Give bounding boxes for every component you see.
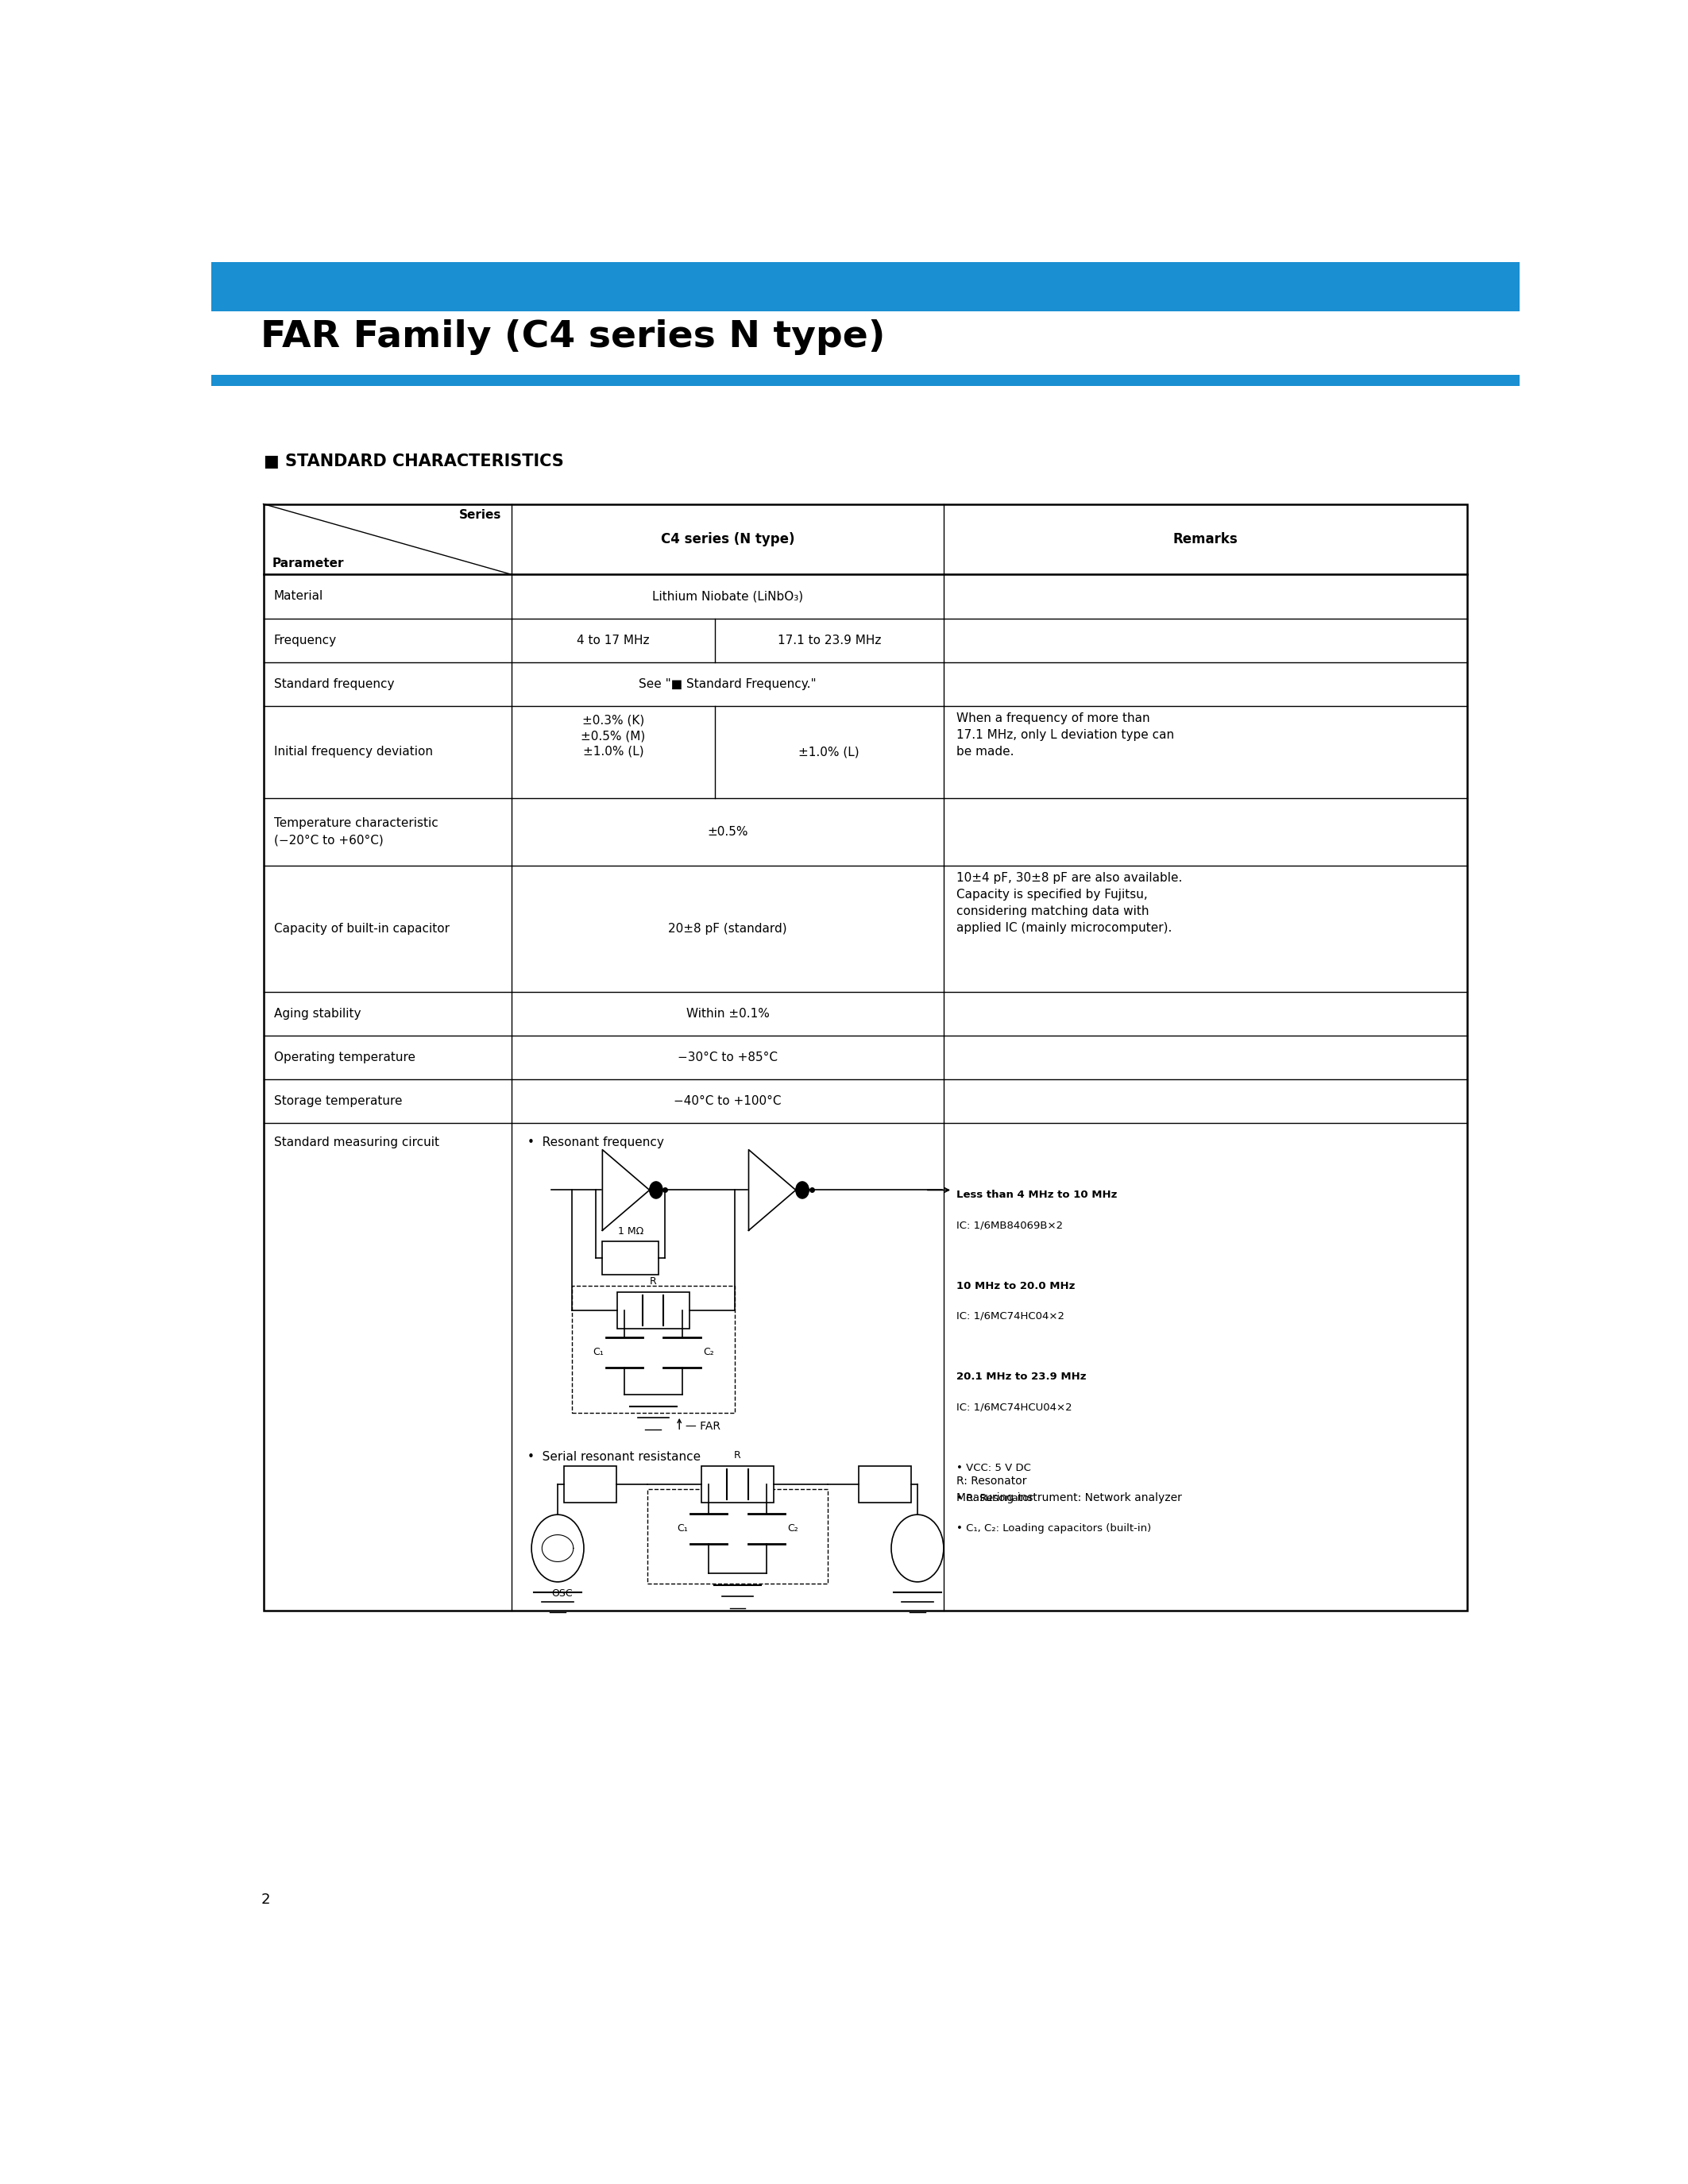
Bar: [702, 1465, 773, 1503]
Text: Initial frequency deviation: Initial frequency deviation: [273, 747, 432, 758]
Circle shape: [891, 1516, 944, 1581]
Text: C₁: C₁: [677, 1524, 687, 1533]
Text: 10±4 pF, 30±8 pF are also available.
Capacity is specified by Fujitsu,
consideri: 10±4 pF, 30±8 pF are also available. Cap…: [957, 871, 1183, 935]
Bar: [618, 1293, 689, 1328]
Text: Within ±0.1%: Within ±0.1%: [685, 1007, 770, 1020]
Text: C₂: C₂: [702, 1348, 714, 1358]
Text: C4 series (N type): C4 series (N type): [660, 533, 795, 546]
Text: Standard measuring circuit: Standard measuring circuit: [273, 1136, 439, 1149]
Text: • R: Resonator: • R: Resonator: [957, 1494, 1033, 1503]
Text: ±0.5%: ±0.5%: [707, 826, 748, 839]
Text: 75 Ω: 75 Ω: [873, 1479, 896, 1489]
Polygon shape: [603, 1149, 650, 1230]
Bar: [564, 1465, 616, 1503]
Text: Less than 4 MHz to 10 MHz: Less than 4 MHz to 10 MHz: [957, 1190, 1117, 1201]
Text: Parameter: Parameter: [272, 557, 344, 570]
Bar: [263, 505, 1467, 1610]
Bar: [648, 1489, 827, 1583]
Text: 75 Ω: 75 Ω: [579, 1479, 603, 1489]
Text: 4 to 17 MHz: 4 to 17 MHz: [577, 633, 650, 646]
Text: Storage temperature: Storage temperature: [273, 1094, 402, 1107]
Circle shape: [532, 1516, 584, 1581]
Text: IC: 1/6MC74HCU04×2: IC: 1/6MC74HCU04×2: [957, 1402, 1072, 1413]
Text: Material: Material: [273, 590, 322, 603]
Bar: [211, 262, 1519, 310]
Text: R: R: [650, 1275, 657, 1286]
Text: Lithium Niobate (LiNbO₃): Lithium Niobate (LiNbO₃): [652, 590, 803, 603]
Text: — FAR: — FAR: [685, 1422, 721, 1433]
Text: • VCC: 5 V DC: • VCC: 5 V DC: [957, 1463, 1031, 1472]
Text: •  Serial resonant resistance: • Serial resonant resistance: [528, 1450, 701, 1463]
Text: FAR Family (C4 series N type): FAR Family (C4 series N type): [260, 319, 886, 356]
Text: 20.1 MHz to 23.9 MHz: 20.1 MHz to 23.9 MHz: [957, 1372, 1087, 1382]
Text: Operating temperature: Operating temperature: [273, 1051, 415, 1064]
Text: •  Resonant frequency: • Resonant frequency: [528, 1136, 663, 1149]
Text: See "■ Standard Frequency.": See "■ Standard Frequency.": [640, 677, 817, 690]
Text: R: R: [734, 1450, 741, 1461]
Polygon shape: [749, 1149, 795, 1230]
Bar: [572, 1286, 734, 1413]
Text: Series: Series: [459, 509, 501, 522]
Text: 17.1 to 23.9 MHz: 17.1 to 23.9 MHz: [778, 633, 881, 646]
Text: Remarks: Remarks: [1173, 533, 1237, 546]
Text: When a frequency of more than
17.1 MHz, only L deviation type can
be made.: When a frequency of more than 17.1 MHz, …: [957, 712, 1175, 758]
Text: ■ STANDARD CHARACTERISTICS: ■ STANDARD CHARACTERISTICS: [263, 454, 564, 470]
Text: C₁: C₁: [592, 1348, 604, 1358]
Bar: [211, 376, 1519, 387]
Text: −30°C to +85°C: −30°C to +85°C: [677, 1051, 778, 1064]
Text: Aging stability: Aging stability: [273, 1007, 361, 1020]
Text: 20±8 pF (standard): 20±8 pF (standard): [668, 922, 787, 935]
Text: Capacity of built-in capacitor: Capacity of built-in capacitor: [273, 922, 449, 935]
Bar: [603, 1241, 658, 1275]
Text: Temperature characteristic
(−20°C to +60°C): Temperature characteristic (−20°C to +60…: [273, 817, 437, 845]
Text: R: Resonator
Measuring instrument: Network analyzer: R: Resonator Measuring instrument: Netwo…: [957, 1476, 1182, 1503]
Text: LM: LM: [910, 1544, 925, 1553]
Text: 10 MHz to 20.0 MHz: 10 MHz to 20.0 MHz: [957, 1280, 1075, 1291]
Text: ±1.0% (L): ±1.0% (L): [798, 747, 859, 758]
Text: OSC: OSC: [550, 1588, 572, 1599]
Text: 2: 2: [260, 1894, 270, 1907]
Text: Standard frequency: Standard frequency: [273, 677, 393, 690]
Text: IC: 1/6MB84069B×2: IC: 1/6MB84069B×2: [957, 1221, 1063, 1230]
Text: 1 MΩ: 1 MΩ: [618, 1225, 643, 1236]
Text: IC: 1/6MC74HC04×2: IC: 1/6MC74HC04×2: [957, 1310, 1065, 1321]
Bar: [859, 1465, 912, 1503]
Text: ±0.3% (K)
±0.5% (M)
±1.0% (L): ±0.3% (K) ±0.5% (M) ±1.0% (L): [581, 714, 645, 758]
Text: • C₁, C₂: Loading capacitors (built-in): • C₁, C₂: Loading capacitors (built-in): [957, 1522, 1151, 1533]
Text: −40°C to +100°C: −40°C to +100°C: [674, 1094, 782, 1107]
Text: C₂: C₂: [787, 1524, 798, 1533]
Circle shape: [795, 1182, 809, 1199]
Text: Frequency: Frequency: [273, 633, 336, 646]
Circle shape: [650, 1182, 663, 1199]
